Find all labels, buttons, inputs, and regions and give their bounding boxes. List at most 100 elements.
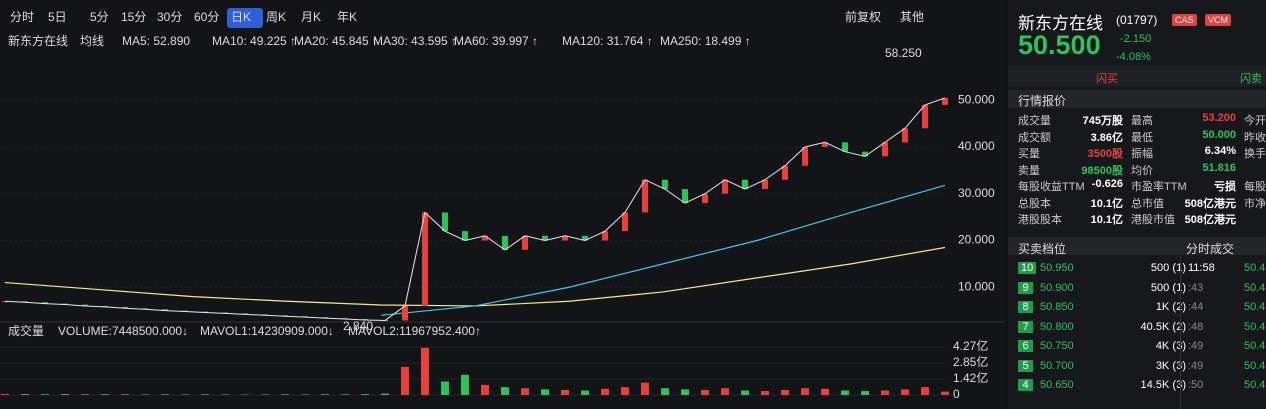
active-tab-bg	[227, 8, 263, 28]
quote-cell: 市净	[1244, 197, 1266, 210]
quote-cell: 市盈率TTM	[1131, 181, 1187, 193]
volume-header: VOLUME:7448500.000↓	[58, 324, 188, 338]
volume-bar	[541, 389, 549, 395]
volume-bar	[861, 391, 869, 395]
bid-volume: 500 (	[1150, 281, 1176, 294]
y-tick-label: 2.85亿	[953, 354, 988, 369]
candle	[562, 235, 568, 241]
bid-volume: 500 (	[1150, 262, 1176, 274]
trade-price: 50.4	[1244, 320, 1266, 333]
tab[interactable]: 分时	[10, 10, 34, 24]
volume-bar	[701, 389, 709, 395]
candle	[482, 235, 488, 241]
price-annotation: 58.250	[885, 46, 922, 60]
bid-count: 1)	[1176, 262, 1186, 274]
ma-label: 均线	[80, 34, 104, 48]
quote-cell: 最低	[1131, 131, 1153, 144]
trade-time: :49	[1188, 359, 1204, 372]
volume-bar	[441, 381, 449, 395]
volume-bar	[761, 391, 769, 395]
buy-button[interactable]: 闪买	[1096, 73, 1118, 85]
volume-bar	[161, 394, 169, 395]
sell-button[interactable]: 闪卖	[1240, 73, 1262, 85]
volume-bar	[841, 390, 849, 395]
toolbar-option[interactable]: 其他	[900, 10, 924, 24]
quote-cell: 6.34%	[1204, 145, 1236, 157]
candle	[42, 302, 48, 304]
tab[interactable]: 周K	[266, 10, 286, 24]
tab[interactable]: 年K	[337, 10, 357, 24]
trade-price: 50.4	[1244, 262, 1266, 274]
volume-bar	[941, 391, 949, 395]
section-title: 行情报价	[1018, 94, 1067, 108]
candle	[642, 179, 648, 213]
tab[interactable]: 60分	[194, 10, 219, 24]
tab[interactable]: 15分	[121, 10, 146, 24]
volume-bar	[881, 390, 889, 395]
volume-bar	[61, 394, 69, 395]
candle	[822, 142, 828, 147]
tab[interactable]: 30分	[157, 10, 182, 24]
volume-header: MAVOL1:14230909.000↓	[200, 324, 334, 338]
tab[interactable]: 日K	[231, 10, 251, 24]
bid-volume: 4K (	[1155, 340, 1176, 352]
y-tick-label: 10.000	[958, 279, 995, 293]
quote-cell: 每股收益TTM	[1018, 181, 1085, 193]
quote-cell: 508亿港元	[1184, 197, 1236, 210]
volume-header: MAVOL2:11967952.400↑	[348, 324, 481, 338]
volume-bar	[661, 388, 669, 395]
candle	[842, 142, 848, 152]
level-badge: 5	[1018, 359, 1033, 372]
quote-cell: 10.1亿	[1090, 214, 1123, 226]
quote-cell: 508亿港元	[1184, 214, 1236, 226]
candle	[782, 165, 788, 180]
volume-bar	[221, 394, 229, 395]
candle	[662, 179, 668, 190]
tab[interactable]: 月K	[301, 10, 321, 24]
level-badge: 4	[1018, 379, 1033, 391]
quote-cell: 98500股	[1081, 164, 1123, 177]
divider	[1180, 256, 1181, 409]
volume-bar	[181, 394, 189, 395]
price-line	[380, 184, 946, 316]
trade-time: :50	[1188, 379, 1204, 391]
candle	[522, 235, 528, 250]
quote-cell: 53.200	[1202, 112, 1236, 124]
volume-bar	[621, 387, 629, 395]
candle	[502, 235, 508, 250]
candle	[882, 142, 888, 157]
quote-cell: 买量	[1018, 148, 1040, 160]
volume-bar	[81, 394, 89, 395]
y-tick-label: 20.000	[958, 233, 995, 247]
quote-cell: 最高	[1131, 115, 1153, 127]
ma-value: MA10: 49.225 ↑	[212, 34, 296, 48]
quote-cell: 50.000	[1202, 128, 1236, 141]
level-badge: 8	[1018, 301, 1033, 313]
volume-bar	[381, 393, 389, 395]
quote-cell: 卖量	[1018, 164, 1040, 177]
tab[interactable]: 5分	[90, 10, 109, 24]
quote-cell: 亏损	[1214, 181, 1236, 193]
trades-title: 分时成交	[1186, 242, 1235, 256]
y-tick-label: 4.27亿	[953, 338, 988, 353]
badge: VCM	[1205, 14, 1231, 26]
volume-bar	[421, 347, 429, 395]
ma-value: MA250: 18.499 ↑	[660, 34, 751, 48]
bid-price: 50.900	[1040, 281, 1074, 294]
candle	[802, 147, 808, 166]
volume-bar	[521, 388, 529, 395]
section-bg	[1008, 237, 1266, 255]
volume-bar	[1, 393, 9, 395]
close-line	[4, 97, 946, 321]
volume-bar	[641, 382, 649, 395]
bid-count: 2)	[1176, 320, 1186, 333]
candle	[902, 128, 908, 143]
tab[interactable]: 5日	[48, 10, 67, 24]
candle	[722, 179, 728, 194]
toolbar-option[interactable]: 前复权	[845, 9, 881, 24]
y-tick-label: 0	[953, 387, 960, 401]
bid-count: 3)	[1176, 340, 1186, 352]
trade-time: :48	[1188, 320, 1204, 333]
volume-bar	[721, 388, 729, 395]
